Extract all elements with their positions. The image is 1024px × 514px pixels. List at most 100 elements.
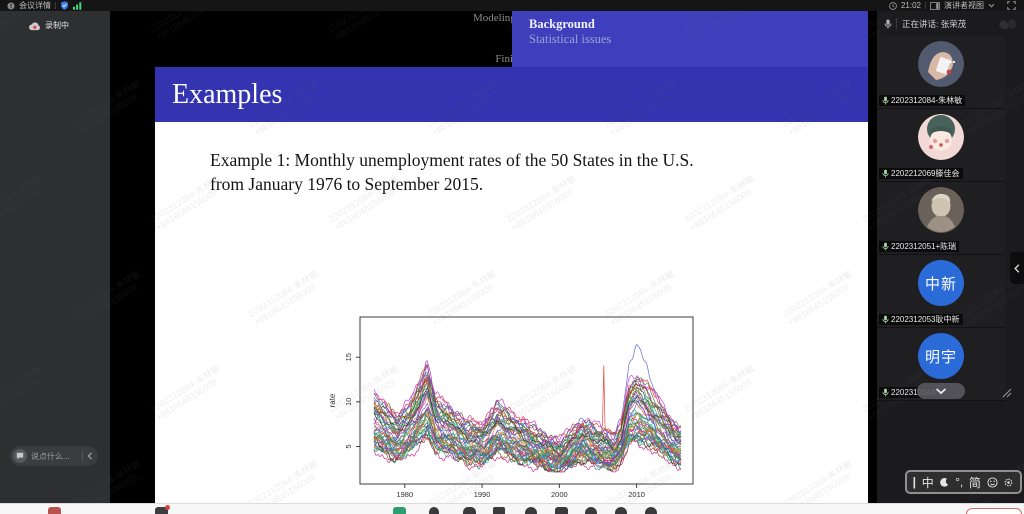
ime-language-toggle[interactable]: 中 (921, 475, 934, 490)
avatar-initials: 中新 (918, 260, 964, 306)
svg-text:2010: 2010 (628, 490, 645, 499)
section-subtitle: Statistical issues (529, 32, 612, 46)
svg-text:15: 15 (344, 353, 353, 361)
share-screen-icon[interactable] (393, 507, 406, 514)
chevron-down-icon[interactable] (988, 3, 995, 8)
recording-indicator: 录制中 (28, 20, 69, 31)
mic-icon (882, 169, 889, 178)
mic-icon (882, 388, 889, 397)
participant-name-tag: 2202312053耿中新 (879, 314, 963, 325)
svg-text:2000: 2000 (551, 490, 568, 499)
avatar (918, 41, 964, 87)
network-signal-icon[interactable] (73, 1, 82, 10)
slide-body: Example 1: Monthly unemployment rates of… (155, 122, 868, 514)
docs-icon[interactable] (555, 507, 568, 514)
slide-paragraph: Example 1: Monthly unemployment rates of… (210, 148, 825, 196)
participant-name: 2202312048 (891, 388, 936, 397)
svg-text:rate: rate (328, 393, 337, 407)
meeting-topbar: 会议详情 21:02 演讲者视图 (0, 0, 1024, 11)
moon-icon[interactable] (939, 477, 949, 488)
svg-text:10: 10 (344, 398, 353, 406)
more-icon[interactable] (645, 507, 657, 514)
participant-name: 2202312084-朱林敏 (891, 96, 963, 105)
avatar-photo-anime-girl (918, 114, 964, 160)
shared-screen: Modeling for HD Time Series Sparse Facto… (110, 11, 877, 514)
ime-punctuation-toggle[interactable]: °, (955, 475, 964, 489)
view-mode-selector[interactable]: 演讲者视图 (944, 1, 984, 10)
participant-name-tag: 2202312048 (879, 387, 939, 398)
chevron-left-icon[interactable] (87, 452, 93, 460)
info-icon (7, 1, 15, 10)
topbar-divider (55, 2, 56, 9)
chevron-down-icon (935, 387, 947, 394)
mic-icon (882, 315, 889, 324)
left-panel: 录制中 说点什么... (0, 11, 110, 503)
chat-bubble-icon (13, 449, 27, 463)
invite-icon[interactable] (429, 507, 439, 514)
members-icon[interactable] (463, 507, 476, 514)
fullscreen-icon[interactable] (1007, 1, 1016, 10)
chat-icon[interactable] (493, 507, 505, 514)
topbar-divider (925, 2, 926, 9)
recording-label: 录制中 (45, 21, 69, 30)
chevron-left-icon (1014, 263, 1020, 273)
end-meeting-button[interactable] (966, 508, 1022, 514)
section-title: Background (529, 17, 595, 31)
participant-name-tag: 2202312051+陈瑞 (879, 241, 960, 252)
paragraph-line: from January 1976 to September 2015. (210, 174, 484, 194)
slide-title: Examples (172, 79, 283, 110)
record-icon[interactable] (525, 507, 537, 514)
participant-name-tag: 2202312084-朱林敏 (879, 95, 966, 106)
speaking-label: 正在讲话: 张荣茂 (902, 18, 967, 29)
participant-tile[interactable]: 2202312084-朱林敏 (877, 36, 1005, 109)
svg-text:5: 5 (344, 444, 353, 448)
video-icon[interactable] (155, 505, 170, 514)
participant-tile[interactable]: 2202312051+陈瑞 (877, 182, 1005, 255)
avatar-initials: 明宇 (918, 333, 964, 379)
avatar (918, 114, 964, 160)
meeting-toolbar (0, 503, 1024, 514)
slide-section-box: Background Statistical issues (512, 11, 868, 67)
mic-icon (882, 96, 889, 105)
chat-placeholder: 说点什么... (31, 451, 70, 461)
collapse-videos-button[interactable] (917, 383, 965, 399)
participant-name: 2202212069滕佳会 (891, 169, 960, 178)
unemployment-chart: 198019902000201051015yearrate (325, 309, 710, 514)
participant-name-tag: 2202212069滕佳会 (879, 168, 963, 179)
apps-icon[interactable] (585, 507, 597, 514)
mic-icon (884, 19, 892, 28)
participant-tile[interactable]: 中新 2202312053耿中新 (877, 255, 1005, 328)
ime-charset-toggle[interactable]: 简 (968, 475, 981, 490)
participants-sidebar: 正在讲话: 张荣茂 2202312084-朱林敏 (877, 11, 1024, 503)
paragraph-line: Example 1: Monthly unemployment rates of… (210, 150, 694, 170)
input-method-bar: | 中 °, 简 (905, 470, 1022, 494)
speaking-indicator: 正在讲话: 张荣茂 (877, 11, 1024, 36)
avatar (918, 187, 964, 233)
svg-text:1990: 1990 (474, 490, 491, 499)
settings-icon[interactable] (615, 507, 627, 514)
resize-handle[interactable] (999, 385, 1012, 398)
clock-time: 21:02 (900, 1, 921, 10)
chat-input[interactable]: 说点什么... (10, 446, 98, 466)
cloud-record-icon (29, 22, 40, 30)
avatar-photo-hand (918, 41, 964, 87)
avatar-photo-portrait (918, 187, 964, 233)
participant-tile[interactable]: 2202212069滕佳会 (877, 109, 1005, 182)
security-shield-icon[interactable] (60, 1, 69, 10)
slide-title-bar: Examples (155, 67, 868, 122)
participant-name: 2202312051+陈瑞 (891, 242, 957, 251)
sidebar-collapse-tab[interactable] (1010, 252, 1024, 284)
emoji-icon[interactable] (987, 476, 998, 488)
svg-text:1980: 1980 (396, 490, 413, 499)
meeting-details-link[interactable]: 会议详情 (19, 1, 51, 10)
clock-icon (889, 1, 897, 10)
chat-divider (82, 451, 83, 461)
applause-ghost-icon (999, 18, 1017, 29)
audio-icon[interactable] (48, 507, 61, 514)
gear-icon[interactable] (1003, 477, 1014, 488)
layout-view-icon (930, 1, 940, 10)
mic-icon (882, 242, 889, 251)
ime-cursor: | (912, 475, 917, 489)
participant-name: 2202312053耿中新 (891, 315, 960, 324)
